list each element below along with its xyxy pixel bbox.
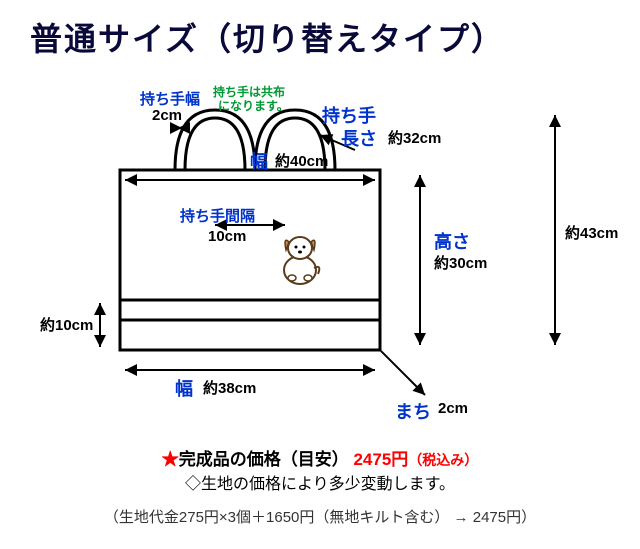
handle-gap-label: 持ち手間隔	[180, 205, 255, 226]
tax-note: （税込み）	[408, 452, 478, 468]
handle-note-l1: 持ち手は共布	[213, 85, 285, 99]
length-label: 長さ	[341, 125, 377, 151]
gusset-value: 2cm	[438, 400, 468, 417]
handle-gap-value: 10cm	[208, 228, 246, 245]
price-value: 2475円	[353, 450, 408, 469]
price-note: ◇生地の価格により多少変動します。	[0, 470, 640, 494]
height-label: 高さ	[434, 228, 470, 254]
gusset-label: まち	[395, 398, 431, 424]
bag-diagram	[0, 0, 640, 440]
price-prefix: 完成品の価格（目安）	[179, 450, 349, 469]
top-width-label: 幅	[250, 148, 268, 174]
bottom-width-label: 幅	[175, 375, 193, 401]
star-icon: ★	[162, 450, 179, 469]
total-height-value: 約43cm	[565, 222, 618, 243]
handle-width-label: 持ち手幅	[140, 88, 200, 109]
bottom-width-value: 約38cm	[203, 377, 256, 398]
length-value: 約32cm	[388, 127, 441, 148]
height-value: 約30cm	[434, 252, 487, 273]
side-value: 約10cm	[40, 314, 93, 335]
price-line: ★完成品の価格（目安） 2475円（税込み）	[0, 445, 640, 470]
handle-width-value: 2cm	[152, 107, 182, 124]
price-breakdown: （生地代金275円×3個＋1650円（無地キルト含む） → 2475円）	[0, 506, 640, 527]
mascot-icon	[284, 237, 319, 284]
handle-note-l2: になります。	[218, 99, 289, 113]
top-width-value: 約40cm	[275, 150, 328, 171]
footer-block: ★完成品の価格（目安） 2475円（税込み） ◇生地の価格により多少変動します。…	[0, 445, 640, 527]
